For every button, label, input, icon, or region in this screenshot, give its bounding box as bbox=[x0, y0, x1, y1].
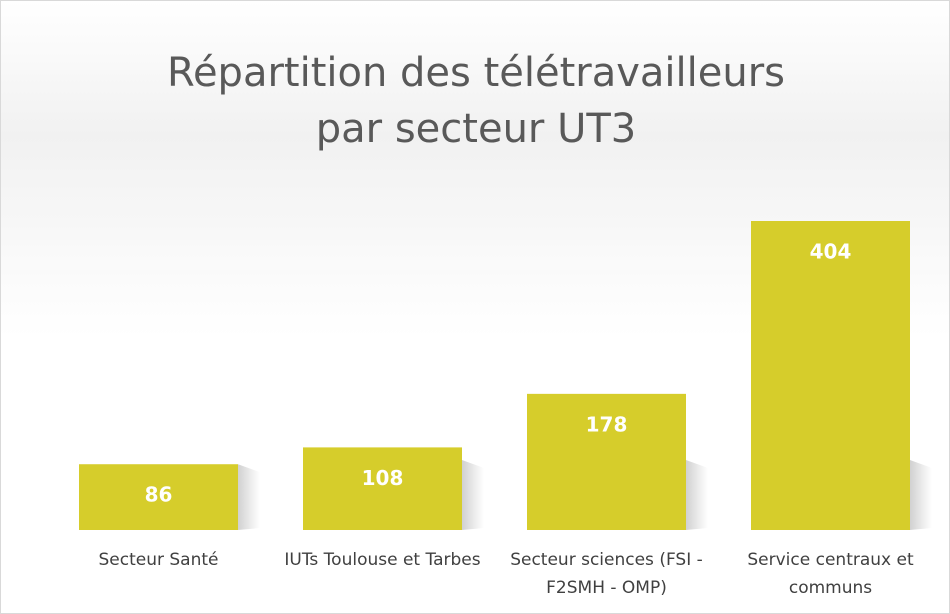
bar-shadow bbox=[910, 460, 932, 530]
bar bbox=[527, 393, 686, 530]
value-label: 178 bbox=[586, 412, 628, 436]
bar-shadow bbox=[686, 460, 708, 530]
bar-shadow bbox=[462, 460, 484, 530]
bar bbox=[751, 221, 910, 530]
x-tick-label: IUTs Toulouse et Tarbes bbox=[284, 550, 481, 570]
value-label: 404 bbox=[810, 240, 852, 264]
bar bbox=[303, 447, 462, 530]
value-label: 108 bbox=[362, 466, 404, 490]
bar-shadow bbox=[238, 464, 260, 530]
x-tick-label: Secteur Santé bbox=[98, 550, 219, 570]
bar bbox=[79, 464, 238, 530]
chart-title: Répartition des télétravailleurs par sec… bbox=[166, 50, 786, 152]
value-label: 86 bbox=[145, 483, 173, 507]
x-tick-label: Service centraux et communs bbox=[747, 550, 914, 598]
x-tick-label: Secteur sciences (FSI - F2SMH - OMP) bbox=[510, 550, 703, 598]
